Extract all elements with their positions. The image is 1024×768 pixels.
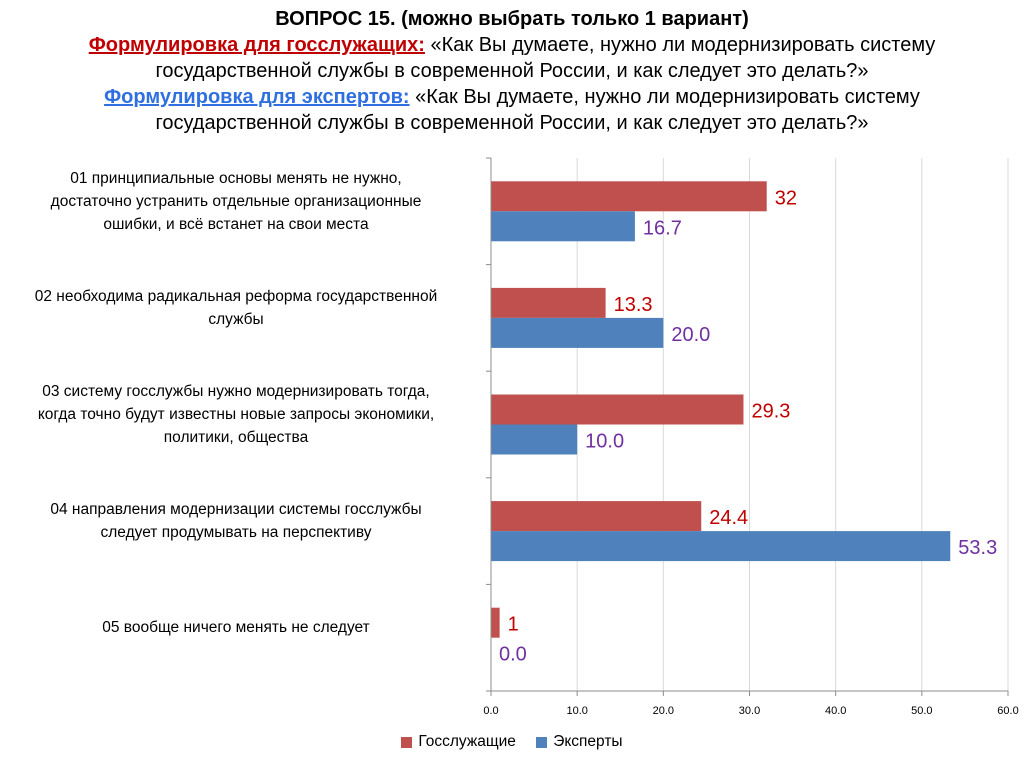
category-label-line: 05 вообще ничего менять не следует — [102, 619, 370, 637]
category-label-line: политики, общества — [163, 429, 309, 446]
legend-label-experts: Эксперты — [553, 733, 623, 750]
value-label-experts: 53.3 — [958, 537, 997, 559]
bar-civil — [491, 607, 500, 638]
bar-experts — [491, 531, 951, 562]
civil-wording-line-1: Формулировка для госслужащих: «Как Вы ду… — [0, 32, 1024, 58]
expert-wording-label: Формулировка для экспертов: — [104, 86, 410, 108]
value-label-experts: 0.0 — [499, 644, 527, 666]
x-tick-label: 10.0 — [566, 705, 587, 717]
category-label: 04 направления модернизации системы госс… — [0, 498, 476, 544]
category-label-line: достаточно устранить отдельные организац… — [50, 192, 422, 210]
bar-civil — [491, 394, 744, 425]
x-tick-label: 0.0 — [483, 705, 498, 717]
value-label-civil: 32 — [775, 187, 797, 209]
expert-wording-line-1: Формулировка для экспертов: «Как Вы дума… — [0, 84, 1024, 110]
category-label-line: следует продумывать на перспективу — [100, 524, 372, 542]
expert-wording-text-1: «Как Вы думаете, нужно ли модернизироват… — [415, 86, 920, 108]
category-label-line: ошибки, и всё встанет на свои места — [103, 215, 369, 233]
chart-legend: Госслужащие Эксперты — [0, 733, 1024, 753]
x-tick-label: 60.0 — [997, 705, 1018, 717]
value-label-civil: 29.3 — [751, 401, 790, 423]
legend-label-civil: Госслужащие — [418, 733, 516, 750]
legend-item-experts: Эксперты — [536, 733, 623, 751]
category-label: 03 систему госслужбы нужно модернизирова… — [0, 380, 476, 449]
category-label-line: 02 необходима радикальная реформа госуда… — [34, 287, 438, 305]
expert-wording-text-2: государственной службы в современной Рос… — [155, 112, 869, 134]
category-label-line: службы — [208, 310, 264, 328]
value-label-civil: 1 — [508, 614, 519, 636]
category-label: 01 принципиальные основы менять не нужно… — [0, 167, 476, 236]
bar-civil — [491, 181, 767, 212]
civil-wording-label: Формулировка для госслужащих: — [88, 34, 425, 56]
category-label: 02 необходима радикальная реформа госуда… — [0, 285, 476, 331]
bar-experts — [491, 317, 664, 348]
value-label-experts: 16.7 — [643, 217, 682, 239]
value-label-civil: 13.3 — [614, 294, 653, 316]
value-label-experts: 20.0 — [671, 324, 710, 346]
question-title: ВОПРОС 15. (можно выбрать только 1 вариа… — [275, 8, 749, 30]
x-tick-label: 20.0 — [653, 705, 674, 717]
x-tick-label: 30.0 — [739, 705, 760, 717]
value-label-civil: 24.4 — [709, 507, 748, 529]
bar-experts — [491, 424, 578, 455]
civil-wording-text-2: государственной службы в современной Рос… — [155, 60, 869, 82]
chart-header: ВОПРОС 15. (можно выбрать только 1 вариа… — [0, 6, 1024, 136]
legend-swatch-experts — [536, 736, 548, 748]
category-label-line: 03 систему госслужбы нужно модернизирова… — [42, 383, 430, 400]
bar-civil — [491, 287, 606, 318]
value-label-experts: 10.0 — [585, 431, 624, 453]
civil-wording-text-1: «Как Вы думаете, нужно ли модернизироват… — [430, 34, 936, 56]
category-label-line: 01 принципиальные основы менять не нужно… — [70, 169, 402, 187]
bar-experts — [491, 211, 635, 242]
x-tick-label: 40.0 — [825, 705, 846, 717]
bar-civil — [491, 501, 702, 532]
category-label-line: 04 направления модернизации системы госс… — [50, 501, 422, 519]
category-label: 05 вообще ничего менять не следует — [0, 616, 476, 639]
legend-item-civil: Госслужащие — [401, 733, 516, 751]
x-tick-label: 50.0 — [911, 705, 932, 717]
category-label-line: когда точно будут известны новые запросы… — [37, 406, 435, 423]
legend-swatch-civil — [401, 736, 413, 748]
